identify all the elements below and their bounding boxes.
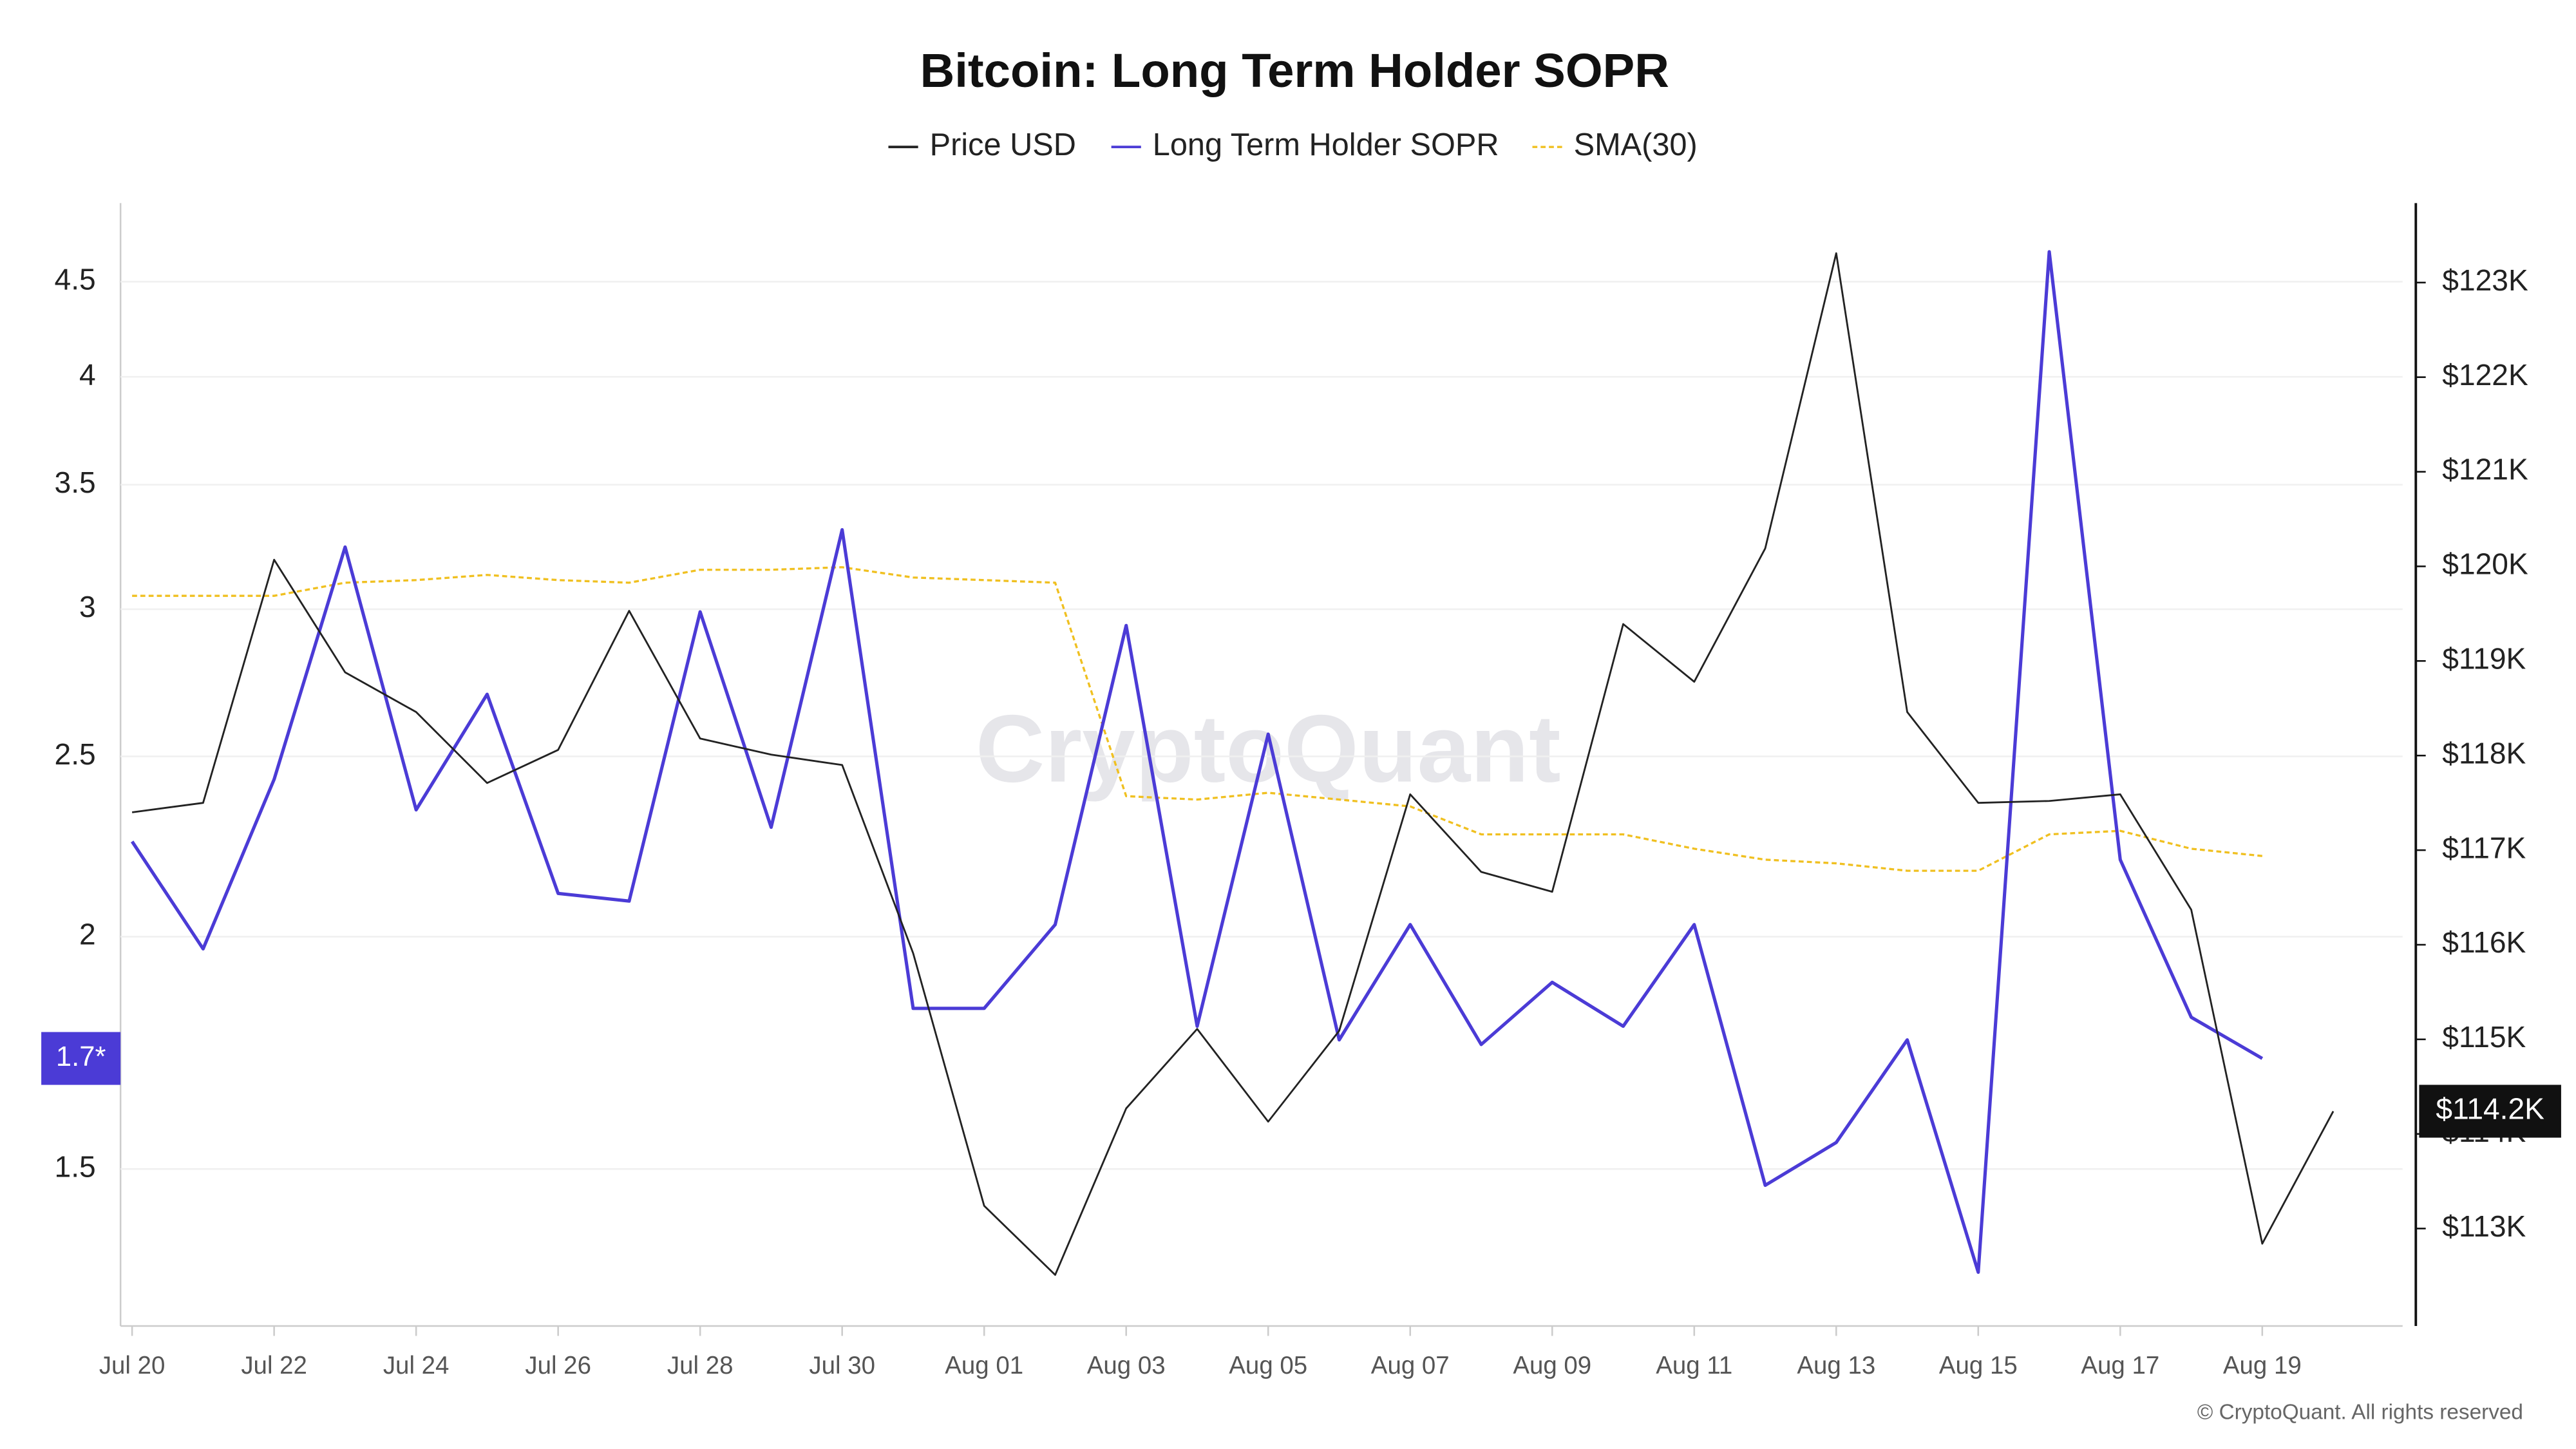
value-label: 1.7* bbox=[56, 1041, 106, 1072]
y2-tick-label: $122K bbox=[2442, 358, 2528, 392]
y-tick-label: 2 bbox=[79, 918, 96, 951]
x-tick-label: Jul 24 bbox=[383, 1352, 450, 1379]
x-tick-label: Jul 20 bbox=[99, 1352, 166, 1379]
y-tick-label: 4 bbox=[79, 357, 96, 391]
legend-label: SMA(30) bbox=[1574, 128, 1698, 162]
x-tick-label: Aug 13 bbox=[1797, 1352, 1875, 1379]
x-tick-label: Aug 03 bbox=[1087, 1352, 1166, 1379]
value-badge bbox=[41, 1032, 121, 1085]
line-series bbox=[130, 250, 2264, 1274]
y2-tick-label: $118K bbox=[2442, 736, 2526, 770]
y2-tick-label: $123K bbox=[2442, 263, 2528, 297]
footer: © CryptoQuant. All rights reserved bbox=[2197, 1401, 2523, 1425]
x-tick-label: Aug 11 bbox=[1656, 1352, 1732, 1379]
x-tick-label: Jul 22 bbox=[241, 1352, 307, 1379]
x-tick-label: Aug 07 bbox=[1371, 1352, 1450, 1379]
y2-tick-label: $121K bbox=[2442, 453, 2528, 486]
y2-tick-label: $113K bbox=[2442, 1209, 2526, 1243]
x-tick-label: Aug 15 bbox=[1939, 1352, 2018, 1379]
x-tick-label: Aug 09 bbox=[1513, 1352, 1591, 1379]
value-label: $114.2K bbox=[2436, 1092, 2544, 1126]
y-tick-label: 1.5 bbox=[55, 1150, 96, 1183]
y-tick-label: 4.5 bbox=[55, 263, 96, 296]
y2-tick-label: $116K bbox=[2442, 925, 2526, 959]
line-series bbox=[132, 566, 2262, 872]
x-tick-label: Aug 05 bbox=[1229, 1352, 1307, 1379]
legend-label: Long Term Holder SOPR bbox=[1153, 128, 1499, 162]
y2-tick-label: $120K bbox=[2442, 547, 2528, 581]
y-tick-label: 2.5 bbox=[55, 737, 96, 771]
x-tick-label: Jul 26 bbox=[525, 1352, 591, 1379]
value-badge bbox=[2419, 1084, 2561, 1138]
chart-title: Bitcoin: Long Term Holder SOPR bbox=[920, 44, 1669, 97]
y2-tick-label: $119K bbox=[2442, 642, 2526, 676]
line-series bbox=[131, 252, 2334, 1276]
legend-label: Price USD bbox=[930, 128, 1076, 162]
y2-tick-label: $117K bbox=[2442, 831, 2526, 864]
x-tick-label: Jul 30 bbox=[809, 1352, 875, 1379]
watermark: CryptoQuant bbox=[976, 695, 1561, 802]
y-tick-label: 3 bbox=[79, 590, 96, 623]
y-tick-label: 3.5 bbox=[55, 466, 96, 499]
y2-tick-label: $115K bbox=[2442, 1020, 2526, 1054]
x-tick-label: Aug 19 bbox=[2223, 1352, 2302, 1379]
x-tick-label: Aug 01 bbox=[945, 1352, 1023, 1379]
x-tick-label: Aug 17 bbox=[2081, 1352, 2159, 1379]
x-tick-label: Jul 28 bbox=[667, 1352, 734, 1379]
